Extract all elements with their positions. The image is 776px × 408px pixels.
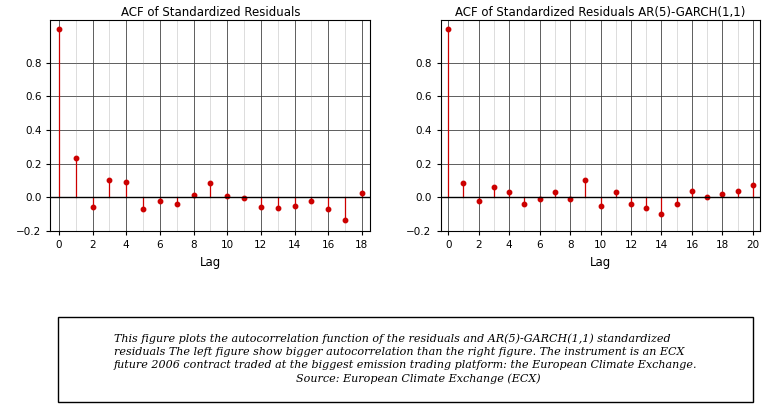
Title: ACF of Standardized Residuals AR(5)-GARCH(1,1): ACF of Standardized Residuals AR(5)-GARC…	[456, 6, 746, 19]
X-axis label: Lag: Lag	[199, 255, 221, 268]
Title: ACF of Standardized Residuals: ACF of Standardized Residuals	[120, 6, 300, 19]
Text: This figure plots the autocorrelation function of the residuals and AR(5)-GARCH(: This figure plots the autocorrelation fu…	[114, 333, 697, 384]
X-axis label: Lag: Lag	[590, 255, 611, 268]
